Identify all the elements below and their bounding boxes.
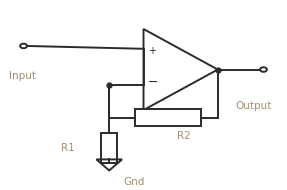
Text: Output: Output xyxy=(235,101,271,111)
Bar xyxy=(101,133,117,163)
Text: R1: R1 xyxy=(61,143,75,153)
Text: Gnd: Gnd xyxy=(123,177,145,187)
Text: R2: R2 xyxy=(177,131,190,142)
Text: +: + xyxy=(148,46,156,56)
Text: −: − xyxy=(148,76,158,89)
Bar xyxy=(135,109,201,126)
Text: Input: Input xyxy=(9,71,36,81)
